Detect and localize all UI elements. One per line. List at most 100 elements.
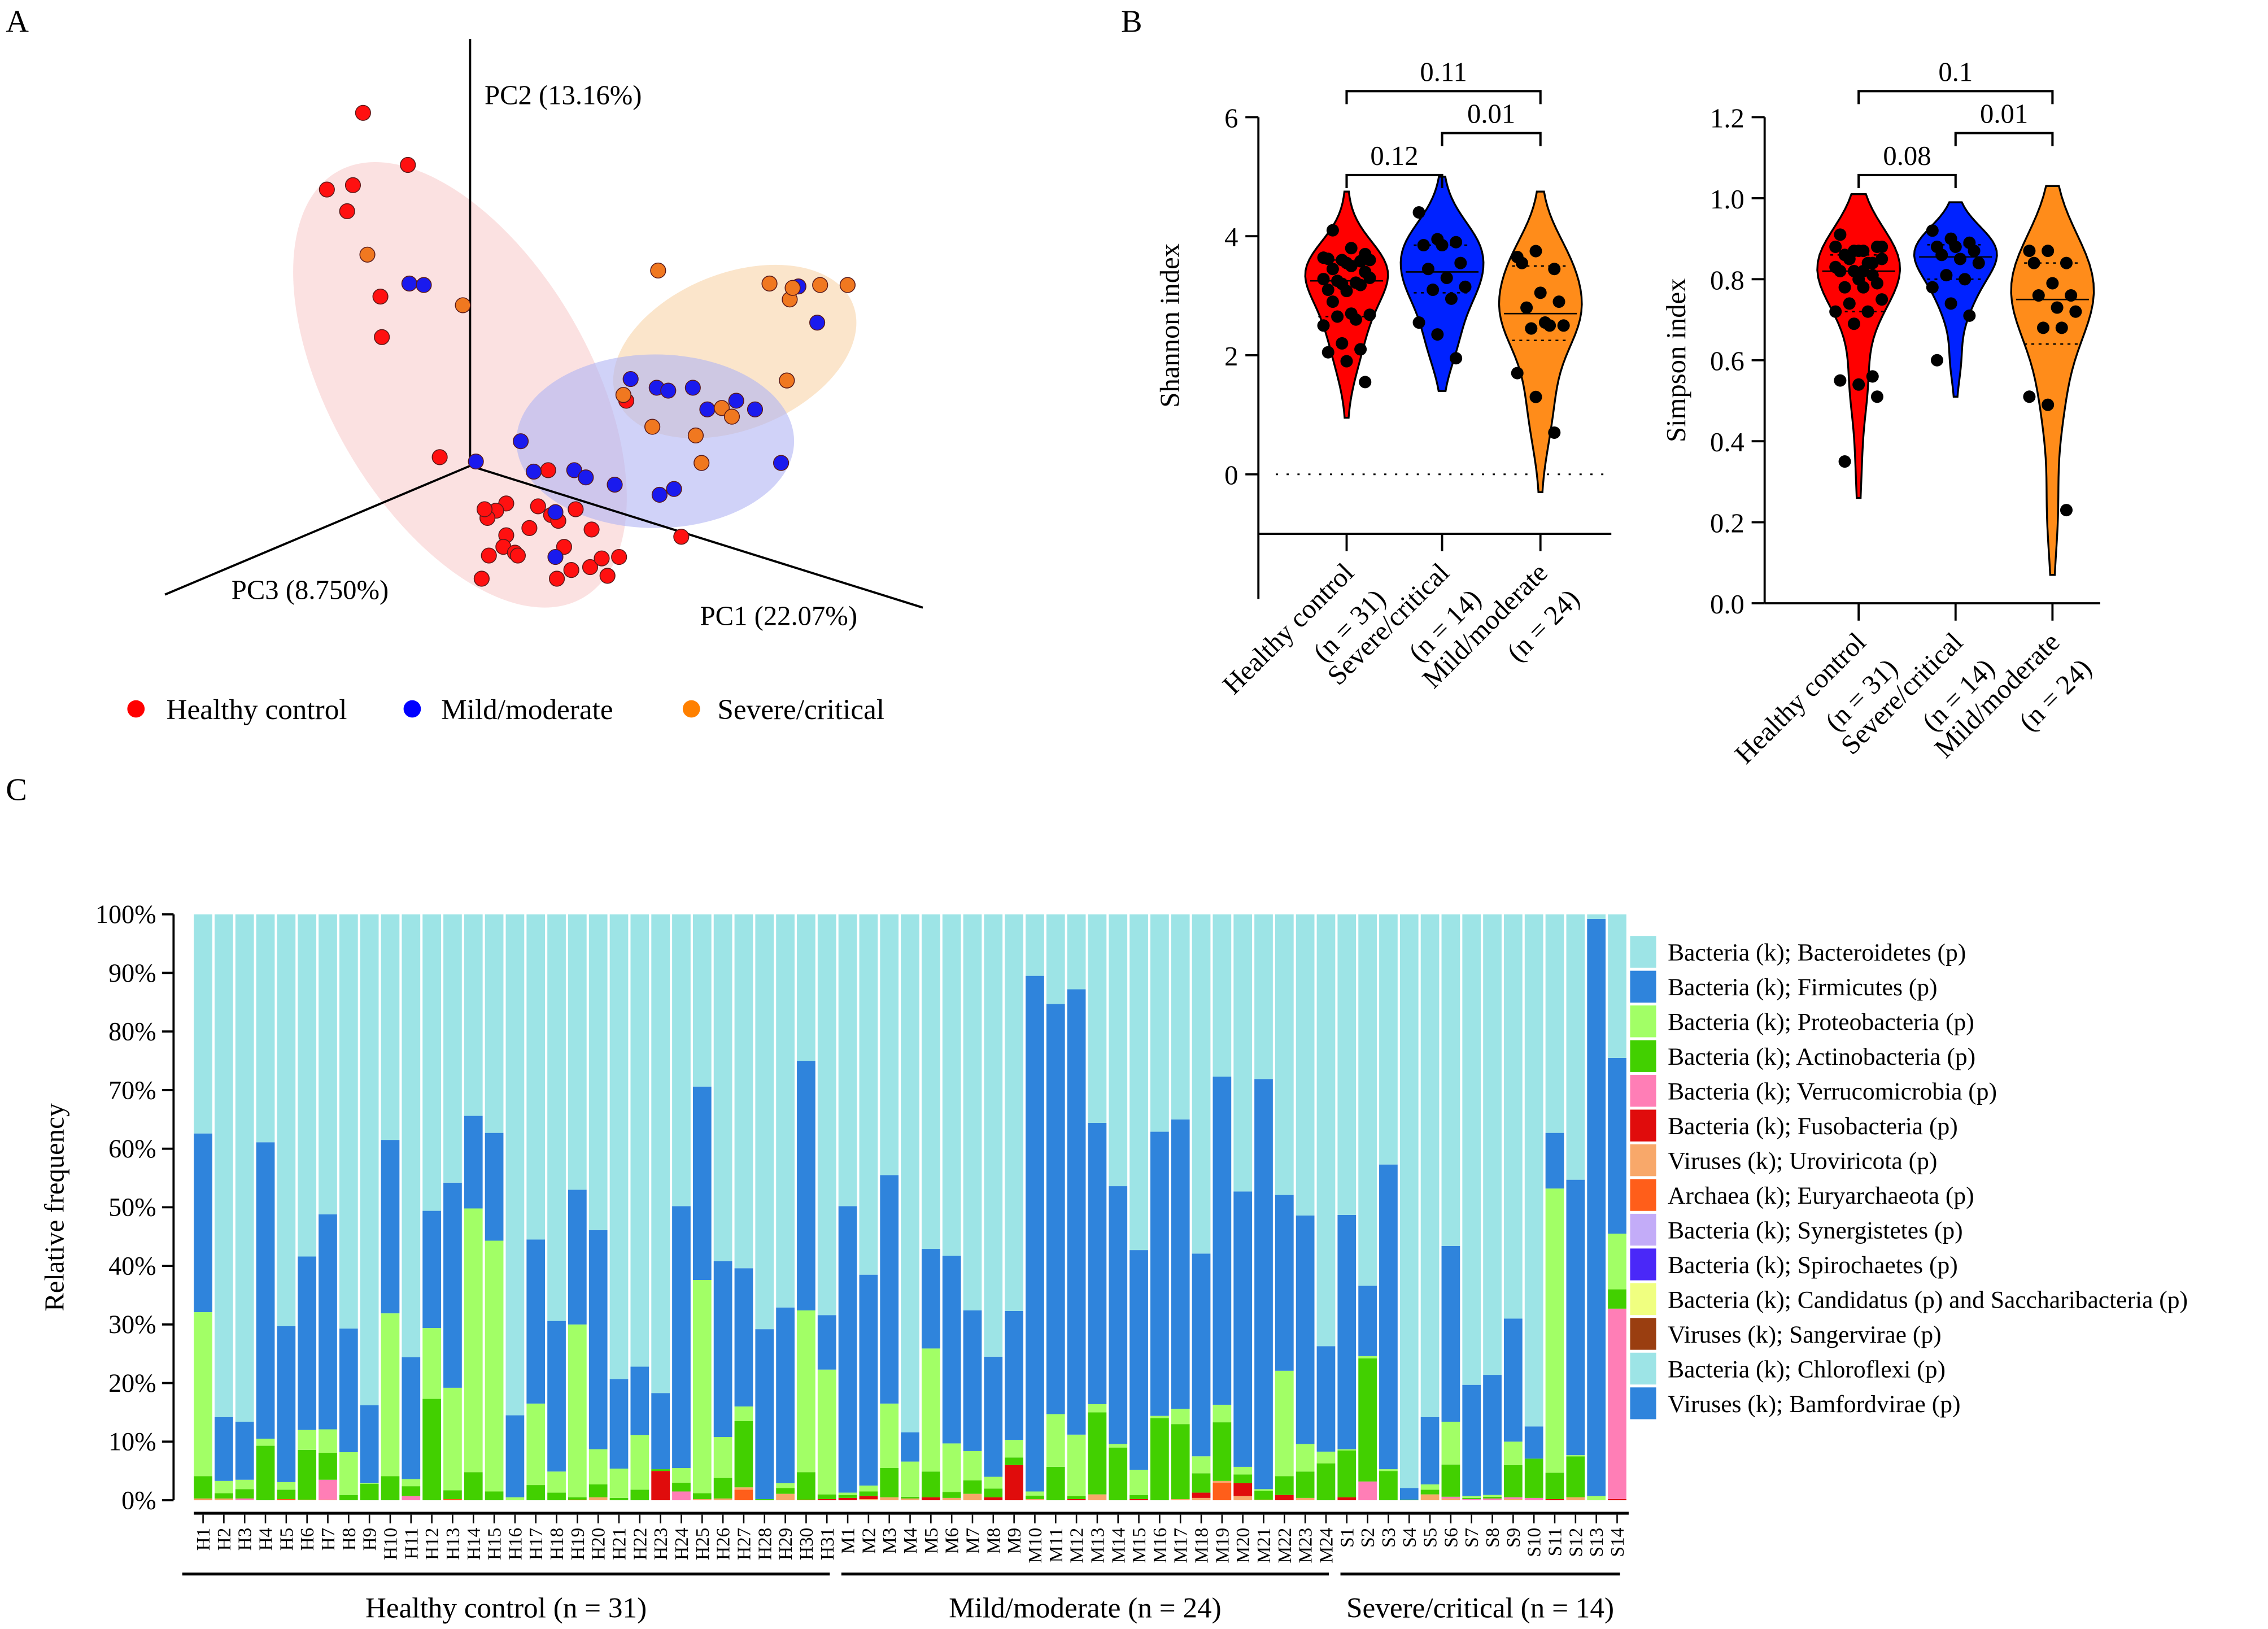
y-tick-label: 0.2: [1710, 508, 1744, 539]
legend-swatch: [1630, 1179, 1656, 1211]
bar-segment-H22: [630, 914, 649, 1367]
pca-point-severe: [839, 277, 856, 293]
y-tick-label: 0%: [121, 1486, 156, 1514]
data-point: [1440, 271, 1453, 284]
bar-segment-H27: [734, 1268, 753, 1407]
bar-segment-M16: [1150, 1418, 1169, 1501]
bar-segment-H9: [360, 1483, 379, 1484]
pca-point-severe: [359, 246, 376, 263]
data-point: [1944, 297, 1957, 310]
pca-point-healthy: [530, 498, 546, 515]
bar-segment-H15: [485, 1133, 504, 1241]
bar-segment-M10: [1026, 1495, 1044, 1499]
bar-segment-H12: [422, 914, 441, 1211]
p-value-label: 0.1: [1938, 56, 1973, 87]
bar-segment-H7: [319, 914, 337, 1214]
group-label: Mild/moderate (n = 24): [949, 1592, 1222, 1624]
bar-segment-H22: [630, 1366, 649, 1435]
bar-segment-S12: [1566, 1497, 1585, 1501]
bar-segment-H15: [485, 1491, 504, 1501]
bar-segment-S14: [1608, 1289, 1626, 1309]
bar-segment-M3: [880, 1403, 899, 1468]
bar-segment-M4: [901, 914, 919, 1432]
bar-segment-M7: [963, 1480, 982, 1494]
bar-segment-M15: [1129, 914, 1148, 1251]
bar-segment-M17: [1171, 1499, 1190, 1501]
sample-label: M14: [1108, 1527, 1129, 1563]
pca-point-healthy: [355, 104, 371, 121]
bar-segment-S7: [1462, 1384, 1481, 1496]
bar-segment-M13: [1088, 1123, 1107, 1404]
bar-segment-M14: [1109, 1444, 1128, 1448]
data-point: [1963, 309, 1976, 322]
legend-swatch: [1630, 1248, 1656, 1280]
bar-segment-H15: [485, 914, 504, 1133]
bar-segment-S11: [1545, 1499, 1564, 1501]
bar-segment-M22: [1275, 1476, 1294, 1495]
data-point: [1427, 284, 1440, 297]
bar-segment-M12: [1067, 914, 1086, 990]
bar-segment-M3: [880, 1497, 899, 1501]
bar-segment-H20: [588, 1497, 608, 1501]
bar-segment-M6: [942, 1497, 961, 1501]
data-point: [1445, 292, 1458, 305]
data-point: [1336, 337, 1349, 350]
group-n: (n = 14): [1521, 1592, 1614, 1624]
violin-2: [2010, 185, 2095, 576]
panel-label-b: B: [1121, 4, 1142, 39]
bar-segment-M15: [1129, 1250, 1148, 1470]
data-point: [1450, 352, 1463, 365]
pc1-axis-label: PC1 (22.07%): [700, 600, 857, 631]
violin-0: [1816, 193, 1901, 499]
bar-segment-S9: [1504, 1499, 1523, 1501]
legend-label: Bacteria (k); Bacteroidetes (p): [1668, 939, 1966, 966]
bar-segment-H11: [402, 1479, 421, 1487]
legend-label: Bacteria (k); Spirochaetes (p): [1668, 1252, 1958, 1279]
sample-label: H14: [464, 1527, 485, 1560]
significance-bracket: [1857, 90, 2054, 104]
data-point: [2023, 390, 2036, 403]
y-tick-label: 50%: [108, 1193, 156, 1222]
significance-bracket: [1345, 173, 1443, 188]
sample-label: M22: [1275, 1528, 1296, 1563]
pca-point-severe: [687, 427, 704, 444]
data-point: [2036, 321, 2049, 334]
sample-label: H17: [526, 1528, 547, 1560]
sample-label: H1: [193, 1528, 214, 1551]
legend-label: Archaea (k); Euryarchaeota (p): [1668, 1182, 1974, 1209]
bar-segment-M1: [838, 1206, 857, 1493]
data-point: [1363, 254, 1376, 267]
bar-segment-S8: [1483, 1498, 1502, 1501]
data-point: [2046, 277, 2059, 290]
significance-bracket: [1954, 132, 2054, 146]
bar-segment-S4: [1399, 914, 1419, 1488]
pca-point-healthy: [319, 181, 335, 198]
bar-segment-M21: [1254, 914, 1273, 1079]
data-point: [1829, 240, 1842, 253]
bar-segment-S9: [1504, 1465, 1523, 1497]
bar-segment-M2: [859, 1491, 878, 1496]
legend-swatch: [1630, 1109, 1656, 1142]
bar-segment-M9: [1005, 1457, 1023, 1465]
bar-segment-H31: [817, 1499, 836, 1501]
sample-label: M12: [1067, 1528, 1088, 1563]
sample-label: M13: [1087, 1528, 1108, 1563]
bar-segment-M17: [1171, 914, 1190, 1120]
bar-segment-M19: [1212, 1480, 1232, 1483]
bar-segment-M10: [1026, 1499, 1044, 1501]
pca-point-healthy: [521, 520, 538, 536]
bar-segment-S12: [1566, 1456, 1585, 1497]
y-tick-label: 70%: [108, 1075, 156, 1104]
bar-segment-S6: [1441, 1245, 1460, 1422]
pca-point-severe: [713, 400, 730, 416]
bar-segment-H31: [817, 1369, 836, 1495]
data-point: [1529, 390, 1542, 403]
bar-segment-H10: [381, 914, 400, 1140]
data-point: [1340, 285, 1353, 298]
bar-segment-M12: [1067, 1496, 1086, 1499]
bar-segment-H20: [588, 914, 608, 1230]
sample-label: M18: [1192, 1528, 1212, 1563]
data-point: [1834, 228, 1847, 241]
bar-segment-H18: [547, 1492, 566, 1501]
sample-label: H7: [318, 1528, 339, 1551]
